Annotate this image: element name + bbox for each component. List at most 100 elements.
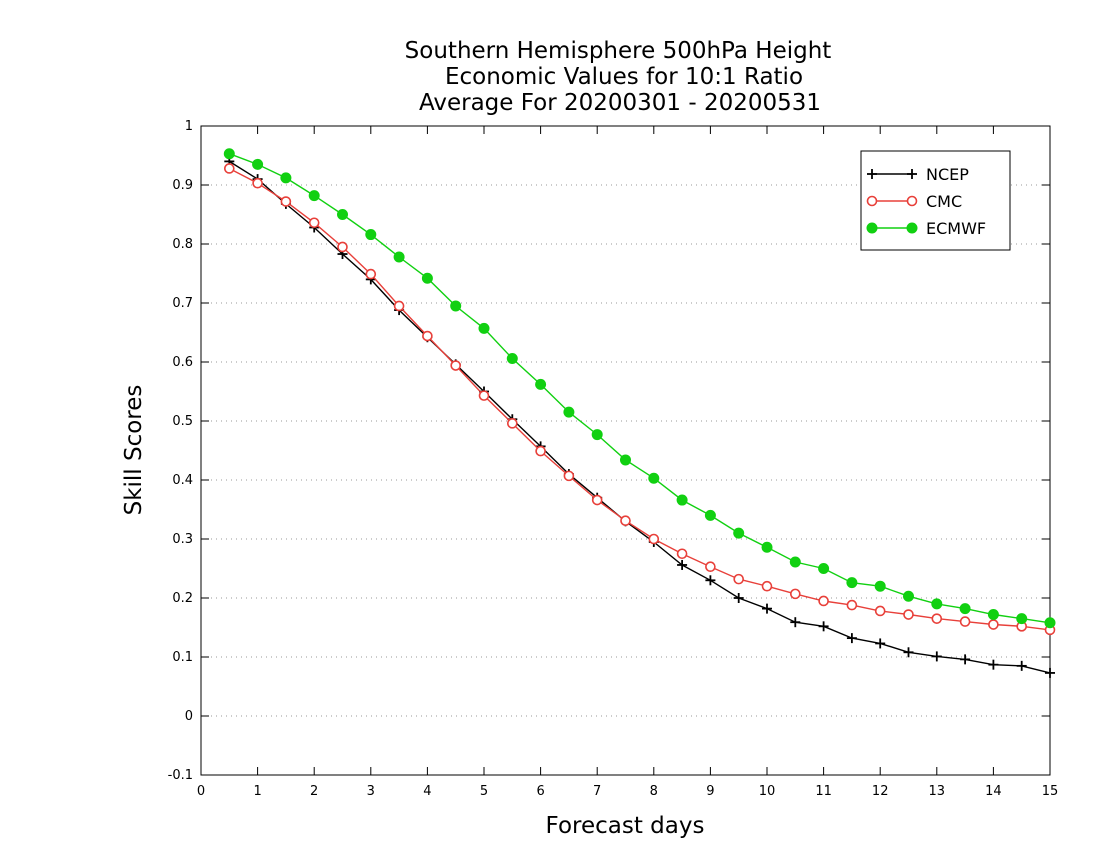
data-point-cmc — [874, 605, 886, 617]
data-point-ecmwf — [535, 378, 547, 390]
y-tick-label: 0.6 — [172, 355, 193, 370]
data-point-ncep — [762, 603, 772, 614]
data-point-cmc — [818, 595, 829, 607]
data-point-cmc — [337, 241, 348, 253]
series-lines — [223, 148, 1056, 678]
legend-entry-ecmwf: ECMWF — [866, 219, 986, 238]
legend-entry-cmc: CMC — [866, 192, 962, 211]
legend-marker — [866, 195, 878, 207]
data-point-ncep — [960, 654, 971, 665]
y-tick-label: -0.1 — [168, 768, 193, 783]
legend-marker — [907, 169, 917, 179]
data-point-cmc — [648, 533, 660, 545]
data-point-ecmwf — [337, 209, 348, 220]
data-point-ecmwf — [931, 598, 943, 610]
data-point-ecmwf — [987, 609, 999, 621]
data-point-ecmwf — [1016, 613, 1028, 625]
chart-title: Southern Hemisphere 500hPa Height Econom… — [405, 38, 832, 116]
data-point-cmc — [506, 418, 518, 429]
x-tick-label: 13 — [929, 784, 946, 799]
x-tick-label: 9 — [706, 784, 714, 799]
data-point-cmc — [563, 470, 575, 482]
data-point-cmc — [761, 580, 773, 592]
title-line-2: Economic Values for 10:1 Ratio — [445, 64, 803, 90]
data-point-ncep — [790, 617, 801, 628]
data-point-ecmwf — [818, 563, 830, 574]
data-point-cmc — [535, 445, 546, 457]
x-axis-label: Forecast days — [546, 813, 705, 839]
data-point-ecmwf — [280, 172, 292, 184]
data-point-ecmwf — [223, 148, 235, 160]
data-point-ecmwf — [903, 590, 914, 602]
x-tick-label: 3 — [367, 784, 375, 799]
data-point-ncep — [931, 651, 942, 662]
y-tick-label: 0.1 — [172, 650, 193, 665]
data-point-ncep — [705, 575, 716, 586]
data-point-ecmwf — [365, 229, 377, 241]
data-point-ecmwf — [506, 352, 518, 364]
data-point-ecmwf — [733, 527, 745, 539]
legend: NCEP CMC ECMWF — [860, 150, 1011, 251]
data-point-ncep — [875, 638, 886, 649]
data-point-cmc — [393, 300, 405, 312]
data-point-ecmwf — [676, 494, 688, 506]
legend-marker — [906, 222, 918, 234]
x-tick-label: 10 — [759, 784, 776, 799]
data-point-cmc — [365, 268, 377, 280]
legend-label: NCEP — [926, 165, 969, 184]
data-point-ecmwf — [591, 429, 603, 441]
y-tick-label: 0.9 — [172, 178, 193, 193]
axis-ticks: -0.100.10.20.30.40.50.60.70.80.910 1 2 3 4 5 6… — [168, 119, 1059, 799]
x-tick-label: 8 — [650, 784, 658, 799]
data-point-ecmwf — [789, 556, 801, 568]
data-point-ecmwf — [648, 472, 660, 484]
data-point-ecmwf — [421, 272, 433, 284]
data-point-ecmwf — [1044, 617, 1056, 629]
plot-frame — [200, 125, 1051, 776]
data-point-ecmwf — [959, 603, 971, 615]
y-tick-label: 0.8 — [172, 237, 193, 252]
x-tick-label: 14 — [985, 784, 1002, 799]
data-point-ecmwf — [704, 509, 716, 521]
x-tick-label: 11 — [815, 784, 832, 799]
gridlines — [201, 184, 1050, 717]
x-tick-label: 0 — [197, 784, 205, 799]
data-point-cmc — [224, 163, 235, 174]
y-tick-label: 0.5 — [172, 414, 193, 429]
x-tick-label: 6 — [536, 784, 544, 799]
data-point-ecmwf — [308, 190, 320, 202]
data-point-ncep — [903, 647, 914, 658]
data-point-ecmwf — [874, 580, 886, 592]
y-axis-label: Skill Scores — [121, 385, 147, 516]
data-point-cmc — [280, 196, 292, 207]
series-cmc — [224, 163, 1056, 636]
data-point-cmc — [846, 599, 858, 611]
data-point-ecmwf — [450, 300, 462, 312]
data-point-ncep — [1045, 667, 1055, 678]
data-point-cmc — [450, 360, 462, 371]
data-point-cmc — [903, 609, 914, 620]
title-line-3: Average For 20200301 - 20200531 — [419, 90, 821, 116]
data-point-cmc — [959, 616, 971, 627]
y-tick-label: 1 — [185, 119, 193, 134]
data-point-ncep — [846, 633, 857, 644]
data-point-ecmwf — [393, 251, 405, 263]
data-point-ecmwf — [620, 454, 631, 466]
data-point-ecmwf — [761, 541, 773, 553]
legend-label: ECMWF — [926, 219, 986, 238]
legend-marker — [866, 222, 878, 234]
data-point-ncep — [733, 593, 744, 603]
x-tick-label: 12 — [872, 784, 889, 799]
data-point-cmc — [705, 561, 716, 573]
data-point-cmc — [733, 573, 745, 585]
y-tick-label: 0.3 — [172, 532, 193, 547]
x-tick-label: 7 — [593, 784, 601, 799]
data-point-ncep — [677, 559, 688, 570]
data-point-cmc — [620, 515, 631, 527]
x-tick-label: 1 — [253, 784, 261, 799]
legend-label: CMC — [926, 192, 962, 211]
legend-marker — [867, 169, 877, 179]
data-point-ecmwf — [563, 406, 575, 418]
data-point-cmc — [308, 217, 320, 229]
